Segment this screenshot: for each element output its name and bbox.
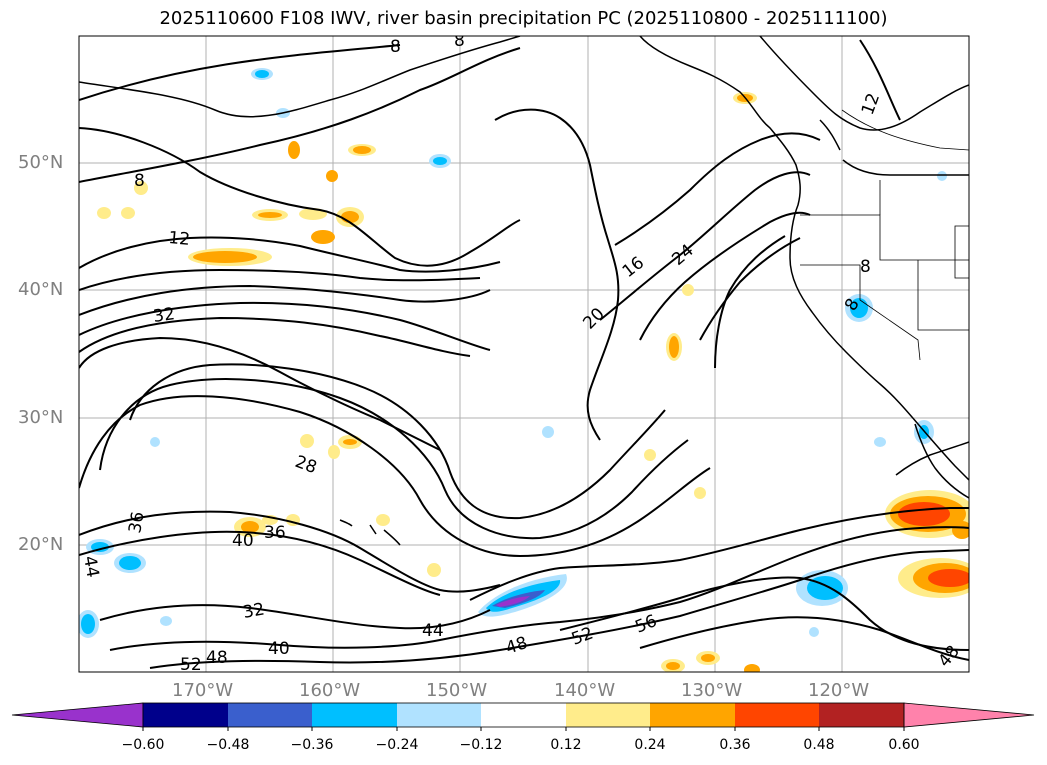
contour-label: 36 bbox=[125, 510, 148, 535]
colorbar-segment bbox=[819, 703, 904, 727]
map-frame bbox=[78, 35, 970, 673]
gridlines bbox=[79, 36, 969, 672]
colorbar-tick-label: 0.48 bbox=[803, 737, 835, 753]
colorbar-tick-label: 0.36 bbox=[719, 737, 751, 753]
contour-label: 12 bbox=[168, 228, 191, 250]
colorbar-segment bbox=[566, 703, 650, 727]
contour-label: 32 bbox=[241, 599, 266, 622]
contour-label: 8 bbox=[390, 37, 401, 57]
lon-label: 170°W bbox=[172, 680, 234, 701]
map-background bbox=[79, 36, 969, 672]
state-borders bbox=[800, 109, 969, 361]
colorbar-segment bbox=[481, 703, 566, 727]
colorbar-extend-high bbox=[903, 702, 1035, 728]
colorbar-segment bbox=[397, 703, 481, 727]
lon-label: 140°W bbox=[554, 680, 616, 701]
iwv-contours bbox=[79, 39, 969, 669]
precip-shading bbox=[79, 68, 969, 672]
colorbar-segment bbox=[650, 703, 735, 727]
colorbar-tick-label: −0.60 bbox=[121, 737, 165, 753]
lon-label: 130°W bbox=[681, 680, 743, 701]
colorbar-tick-label: −0.36 bbox=[290, 737, 334, 753]
colorbar-segment bbox=[735, 703, 819, 727]
colorbar-tick-label: −0.48 bbox=[206, 737, 250, 753]
contour-label: 40 bbox=[232, 531, 254, 551]
colorbar-ticks bbox=[142, 727, 905, 731]
colorbar-tick-label: 0.60 bbox=[888, 737, 920, 753]
contour-label: 8 bbox=[454, 31, 465, 51]
lat-label: 20°N bbox=[18, 534, 64, 555]
colorbar-outline bbox=[142, 702, 905, 728]
colorbar bbox=[11, 702, 1035, 731]
lat-label: 30°N bbox=[18, 407, 64, 428]
colorbar-segment bbox=[228, 703, 312, 727]
contour-label: 8 bbox=[134, 171, 145, 191]
contour-label: 44 bbox=[79, 554, 102, 579]
lon-label: 150°W bbox=[426, 680, 488, 701]
lon-label: 120°W bbox=[808, 680, 870, 701]
contour-label: 44 bbox=[422, 621, 444, 641]
coastlines bbox=[79, 36, 969, 546]
contour-label: 36 bbox=[264, 523, 286, 543]
colorbar-tick-label: 0.12 bbox=[550, 737, 582, 753]
colorbar-extend-low bbox=[11, 702, 144, 728]
lat-label: 50°N bbox=[18, 152, 64, 173]
colorbar-tick-label: −0.12 bbox=[459, 737, 503, 753]
contour-label: 52 bbox=[180, 655, 202, 675]
colorbar-tick-label: −0.24 bbox=[375, 737, 419, 753]
contour-label: 40 bbox=[268, 639, 290, 659]
map-title: 2025110600 F108 IWV, river basin precipi… bbox=[159, 8, 888, 29]
colorbar-segment bbox=[143, 703, 228, 727]
colorbar-tick-label: 0.24 bbox=[634, 737, 666, 753]
contour-label: 48 bbox=[206, 648, 228, 668]
contour-label: 8 bbox=[860, 257, 871, 277]
lat-label: 40°N bbox=[18, 279, 64, 300]
colorbar-segment bbox=[312, 703, 397, 727]
lon-label: 160°W bbox=[299, 680, 361, 701]
contour-label: 32 bbox=[152, 304, 176, 327]
